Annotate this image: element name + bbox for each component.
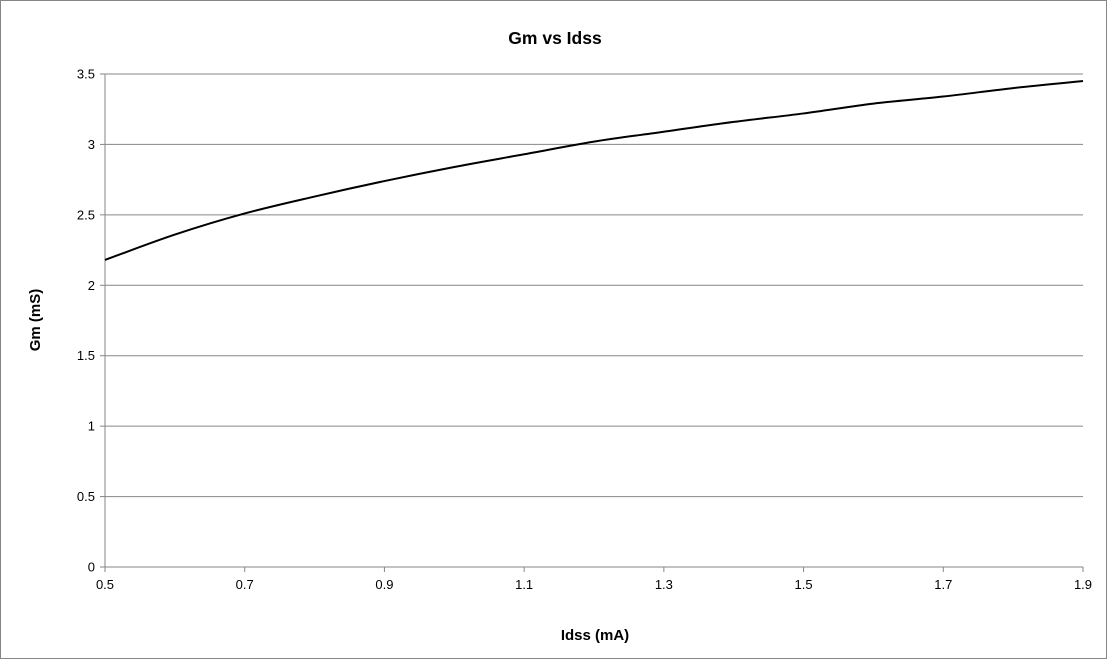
- axes: [100, 73, 1084, 572]
- y-tick-labels: 0 0.5 1 1.5 2 2.5 3 3.5: [77, 67, 95, 575]
- gridlines: [105, 73, 1083, 498]
- series-line: [104, 80, 1084, 261]
- y-tick-label: 2: [88, 278, 95, 293]
- x-tick-label: 1.7: [934, 577, 952, 592]
- y-tick-label: 0: [88, 560, 95, 575]
- y-tick-label: 0.5: [77, 489, 95, 504]
- x-tick-label: 1.5: [795, 577, 813, 592]
- y-tick-label: 3: [88, 137, 95, 152]
- y-axis-label: Gm (mS): [27, 289, 44, 352]
- x-tick-label: 1.1: [515, 577, 533, 592]
- y-tick-label: 3.5: [77, 67, 95, 82]
- y-tick-label: 1.5: [77, 348, 95, 363]
- x-axis-label: Idss (mA): [561, 627, 629, 644]
- y-tick-label: 2.5: [77, 207, 95, 222]
- chart-title: Gm vs Idss: [508, 28, 602, 48]
- x-tick-label: 1.9: [1074, 577, 1092, 592]
- x-tick-label: 0.7: [236, 577, 254, 592]
- series-layer: [104, 80, 1084, 261]
- x-tick-label: 0.9: [375, 577, 393, 592]
- y-tick-label: 1: [88, 419, 95, 434]
- x-tick-labels: 0.5 0.7 0.9 1.1 1.3 1.5 1.7 1.9: [96, 577, 1092, 592]
- x-tick-label: 1.3: [655, 577, 673, 592]
- x-tick-label: 0.5: [96, 577, 114, 592]
